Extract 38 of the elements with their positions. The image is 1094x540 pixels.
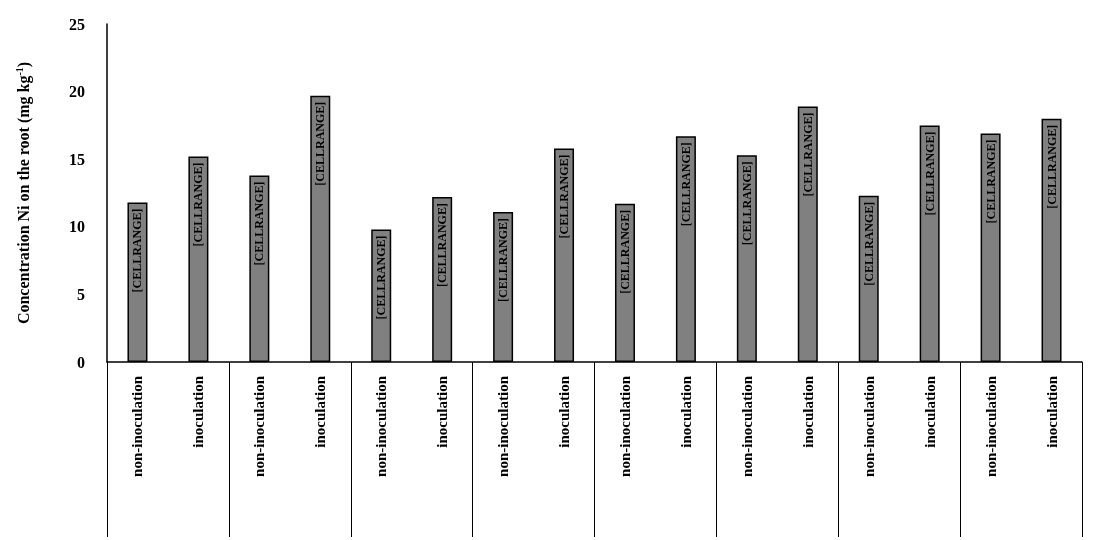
x-tick-label: inoculation <box>556 375 573 448</box>
y-tick-label: 20 <box>69 83 85 101</box>
x-tick-label: non-inoculation <box>373 375 390 477</box>
data-label: [CELLRANGE] <box>983 139 998 224</box>
x-tick-label: inoculation <box>434 375 451 448</box>
y-tick-label: 0 <box>77 353 85 371</box>
x-tick-label: inoculation <box>677 375 694 448</box>
x-tick-label: non-inoculation <box>738 375 755 477</box>
data-label: [CELLRANGE] <box>617 209 632 294</box>
y-tick-label: 5 <box>77 285 85 303</box>
data-label: [CELLRANGE] <box>435 203 450 288</box>
x-tick-label: non-inoculation <box>616 375 633 477</box>
data-label: [CELLRANGE] <box>130 208 145 293</box>
x-tick-label: non-inoculation <box>129 375 146 477</box>
data-label: [CELLRANGE] <box>191 162 206 247</box>
data-label: [CELLRANGE] <box>252 181 267 266</box>
y-tick-label: 25 <box>69 15 85 33</box>
x-tick-label: inoculation <box>190 375 207 448</box>
x-tick-label: non-inoculation <box>495 375 512 477</box>
x-tick-label: inoculation <box>921 375 938 448</box>
x-tick-label: inoculation <box>799 375 816 448</box>
data-label: [CELLRANGE] <box>1044 124 1059 209</box>
x-tick-label: non-inoculation <box>251 375 268 477</box>
y-tick-label: 15 <box>69 150 85 168</box>
data-label: [CELLRANGE] <box>739 161 754 246</box>
data-label: [CELLRANGE] <box>861 201 876 286</box>
data-label: [CELLRANGE] <box>678 142 693 227</box>
data-label: [CELLRANGE] <box>313 101 328 186</box>
data-label: [CELLRANGE] <box>800 112 815 197</box>
data-label: [CELLRANGE] <box>496 217 511 302</box>
data-label: [CELLRANGE] <box>374 235 389 320</box>
x-tick-label: inoculation <box>1043 375 1060 448</box>
x-tick-label: non-inoculation <box>982 375 999 477</box>
y-tick-label: 10 <box>69 218 85 236</box>
data-label: [CELLRANGE] <box>557 154 572 239</box>
x-tick-label: inoculation <box>312 375 329 448</box>
x-tick-label: non-inoculation <box>860 375 877 477</box>
data-label: [CELLRANGE] <box>922 131 937 216</box>
